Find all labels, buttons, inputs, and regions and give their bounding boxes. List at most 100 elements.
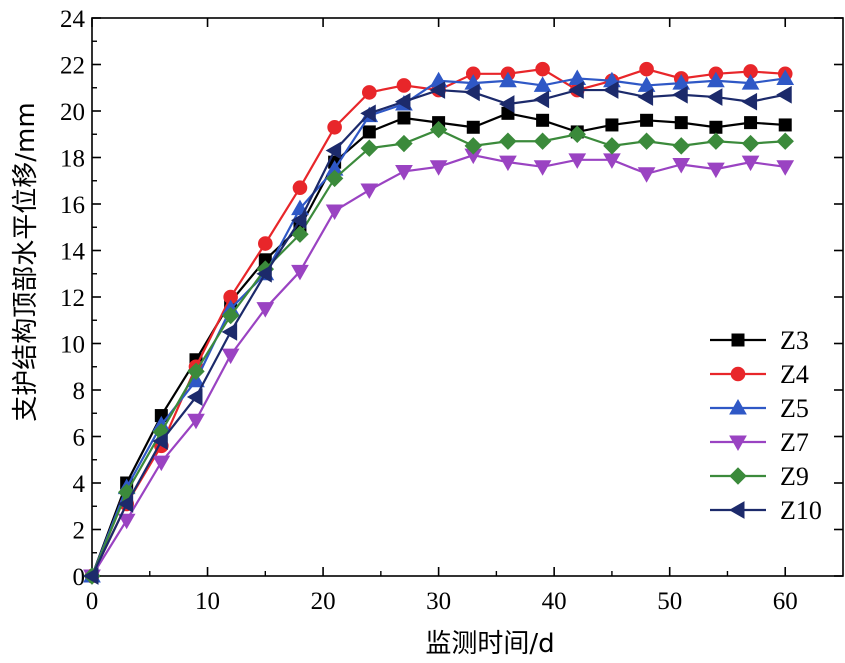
legend-item-z9: Z9 — [710, 462, 809, 491]
y-tick-label: 0 — [73, 564, 86, 591]
y-axis-label: 支护结构顶部水平位移/mm — [11, 102, 41, 421]
data-point — [672, 157, 691, 174]
data-point — [221, 306, 240, 325]
data-point — [639, 61, 654, 77]
legend-label: Z7 — [780, 428, 809, 457]
data-point — [741, 155, 760, 172]
data-point — [464, 137, 482, 155]
series-z9 — [83, 120, 794, 585]
data-point — [637, 167, 656, 183]
legend-item-z5: Z5 — [710, 394, 809, 423]
data-point — [533, 160, 552, 176]
data-point — [536, 113, 550, 127]
data-point — [291, 264, 309, 281]
y-tick-label: 18 — [60, 146, 85, 173]
data-point — [325, 169, 344, 188]
data-point — [706, 88, 723, 106]
data-point — [499, 71, 517, 88]
y-tick-label: 6 — [73, 425, 86, 452]
data-point — [117, 513, 136, 530]
data-point — [429, 81, 446, 99]
y-tick-label: 12 — [60, 285, 85, 312]
data-point — [776, 85, 792, 104]
data-point — [499, 155, 517, 172]
data-point — [776, 69, 795, 85]
data-point — [360, 104, 376, 123]
y-tick-label: 16 — [60, 192, 85, 219]
data-point — [187, 413, 205, 430]
data-point — [429, 160, 448, 176]
x-tick-label: 50 — [657, 588, 682, 615]
data-point — [535, 61, 550, 77]
data-point — [499, 132, 517, 150]
data-point — [744, 116, 758, 130]
data-point — [258, 236, 273, 251]
data-point — [605, 118, 619, 132]
legend-label: Z3 — [780, 326, 809, 355]
y-tick-label: 24 — [60, 6, 86, 33]
data-point — [672, 137, 690, 155]
series-line — [90, 112, 786, 577]
legend-label: Z9 — [780, 462, 809, 491]
data-point — [672, 85, 688, 104]
legend-label: Z10 — [780, 496, 822, 525]
data-point — [603, 137, 621, 155]
legend-item-z3: Z3 — [710, 326, 809, 355]
legend-marker — [730, 366, 746, 382]
data-point — [637, 88, 654, 106]
data-point — [292, 180, 308, 196]
data-point — [674, 116, 688, 130]
data-point — [82, 567, 99, 585]
data-point — [640, 113, 654, 127]
data-point — [533, 132, 552, 150]
data-point — [533, 76, 552, 92]
legend-item-z4: Z4 — [710, 360, 809, 389]
series-line — [90, 128, 786, 577]
data-point — [396, 78, 412, 93]
y-tick-label: 10 — [60, 332, 85, 359]
series-z10 — [82, 81, 792, 585]
data-point — [568, 125, 586, 143]
data-point — [707, 162, 725, 179]
data-point — [325, 204, 344, 220]
x-tick-label: 40 — [542, 588, 567, 615]
data-point — [741, 134, 760, 153]
y-tick-label: 14 — [60, 239, 86, 266]
legend-marker — [731, 333, 745, 347]
data-point — [256, 302, 275, 318]
data-point — [187, 362, 205, 381]
data-point — [464, 83, 480, 102]
data-point — [637, 132, 656, 150]
data-point — [361, 85, 377, 100]
data-point — [152, 455, 171, 472]
legend-marker — [728, 501, 745, 519]
data-point — [637, 76, 656, 92]
data-point — [498, 95, 515, 113]
legend: Z3 Z4 Z5 Z7 Z9 Z10 — [710, 326, 822, 525]
legend-marker — [729, 435, 747, 452]
data-point — [466, 120, 480, 134]
x-tick-label: 30 — [426, 588, 451, 615]
data-point — [325, 141, 342, 160]
data-point — [741, 92, 758, 111]
data-point — [778, 118, 792, 132]
y-tick-label: 2 — [73, 518, 86, 545]
data-point — [568, 153, 587, 169]
data-point — [568, 69, 587, 85]
data-point — [776, 132, 794, 150]
data-point — [221, 323, 238, 341]
y-tick-label: 4 — [73, 471, 86, 498]
data-point — [429, 120, 448, 139]
data-point — [397, 111, 411, 125]
data-point — [602, 81, 619, 99]
data-point — [256, 264, 272, 283]
series-z3 — [85, 106, 792, 583]
data-point — [394, 92, 411, 111]
x-tick-label: 20 — [311, 588, 336, 615]
data-point — [741, 74, 760, 90]
series-z7 — [83, 148, 795, 586]
data-point — [395, 164, 413, 181]
data-point — [568, 81, 584, 99]
